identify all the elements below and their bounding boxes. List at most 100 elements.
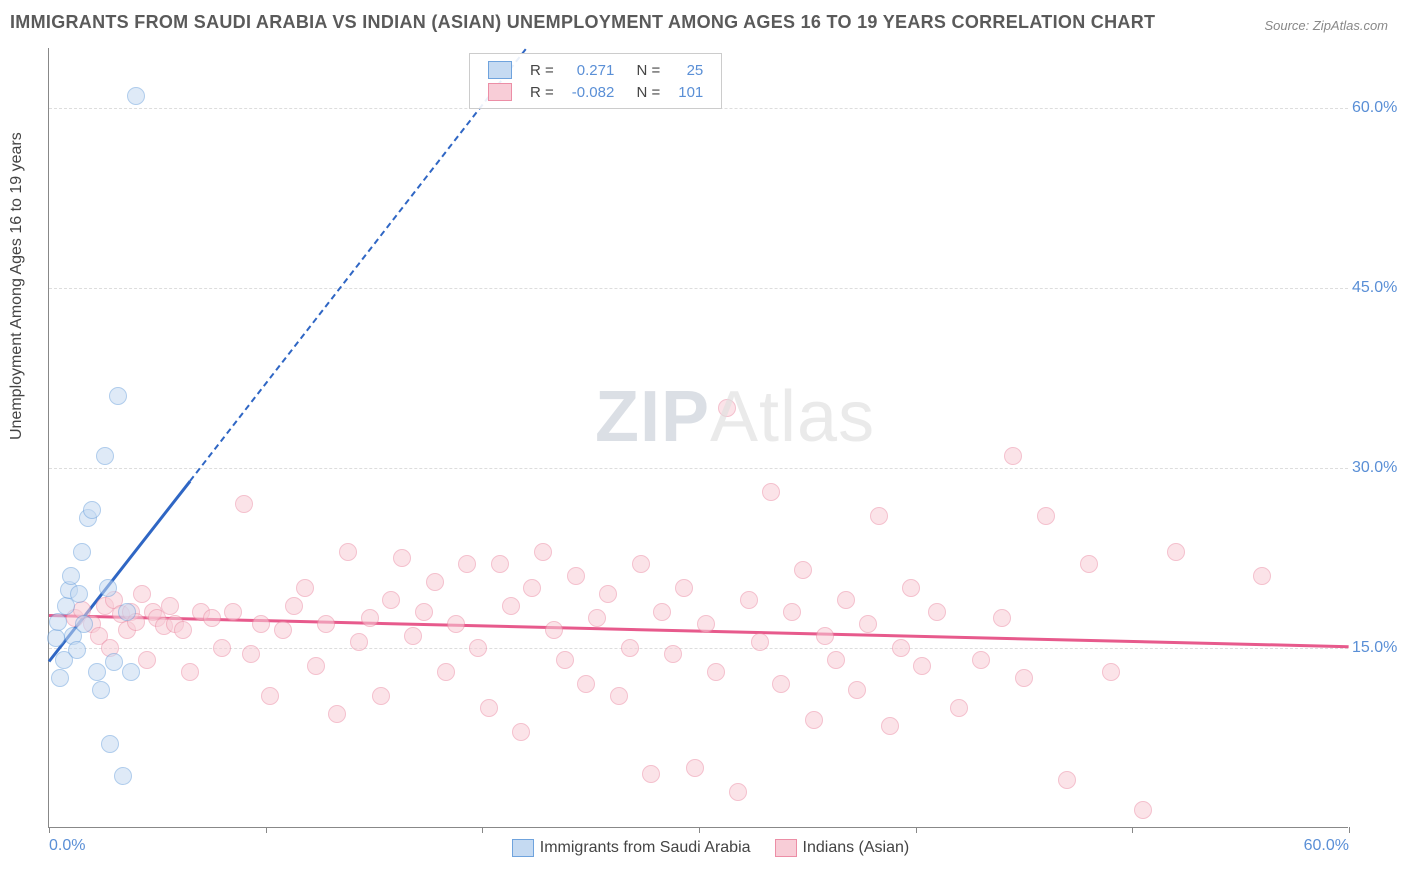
scatter-point: [47, 629, 65, 647]
scatter-point: [610, 687, 628, 705]
scatter-point: [512, 723, 530, 741]
y-tick-label: 60.0%: [1352, 99, 1396, 117]
y-tick-label: 45.0%: [1352, 279, 1396, 297]
scatter-point: [913, 657, 931, 675]
scatter-point: [307, 657, 325, 675]
scatter-point: [950, 699, 968, 717]
scatter-point: [133, 585, 151, 603]
gridline: [49, 288, 1348, 289]
scatter-point: [621, 639, 639, 657]
x-tick-mark: [916, 827, 917, 833]
scatter-point: [122, 663, 140, 681]
scatter-point: [859, 615, 877, 633]
legend-swatch: [488, 61, 512, 79]
scatter-point: [285, 597, 303, 615]
plot-area: ZIPAtlas Immigrants from Saudi ArabiaInd…: [48, 48, 1348, 828]
scatter-point: [675, 579, 693, 597]
scatter-point: [1102, 663, 1120, 681]
scatter-point: [632, 555, 650, 573]
scatter-point: [372, 687, 390, 705]
scatter-point: [92, 681, 110, 699]
legend-series-label: Indians (Asian): [803, 839, 910, 856]
scatter-point: [837, 591, 855, 609]
scatter-point: [393, 549, 411, 567]
trend-line: [189, 48, 526, 481]
scatter-point: [567, 567, 585, 585]
scatter-point: [783, 603, 801, 621]
scatter-point: [252, 615, 270, 633]
scatter-point: [49, 613, 67, 631]
scatter-point: [1253, 567, 1271, 585]
scatter-point: [740, 591, 758, 609]
scatter-point: [415, 603, 433, 621]
scatter-point: [534, 543, 552, 561]
legend-swatch: [488, 83, 512, 101]
scatter-point: [642, 765, 660, 783]
scatter-point: [827, 651, 845, 669]
scatter-point: [213, 639, 231, 657]
scatter-point: [62, 567, 80, 585]
x-tick-label: 60.0%: [1304, 837, 1349, 855]
scatter-point: [469, 639, 487, 657]
scatter-point: [70, 585, 88, 603]
correlation-chart: IMMIGRANTS FROM SAUDI ARABIA VS INDIAN (…: [0, 0, 1406, 892]
scatter-point: [99, 579, 117, 597]
legend-swatch: [512, 839, 534, 857]
scatter-point: [75, 615, 93, 633]
scatter-point: [751, 633, 769, 651]
scatter-point: [224, 603, 242, 621]
scatter-point: [1004, 447, 1022, 465]
legend-swatch: [775, 839, 797, 857]
x-tick-mark: [266, 827, 267, 833]
scatter-point: [105, 653, 123, 671]
scatter-point: [350, 633, 368, 651]
scatter-point: [480, 699, 498, 717]
scatter-point: [101, 735, 119, 753]
scatter-point: [274, 621, 292, 639]
scatter-point: [599, 585, 617, 603]
scatter-point: [545, 621, 563, 639]
scatter-point: [181, 663, 199, 681]
scatter-point: [816, 627, 834, 645]
scatter-point: [805, 711, 823, 729]
scatter-point: [96, 447, 114, 465]
gridline: [49, 468, 1348, 469]
scatter-point: [993, 609, 1011, 627]
legend-stats: R =0.271 N =25R =-0.082 N =101: [469, 53, 722, 109]
scatter-point: [697, 615, 715, 633]
y-tick-label: 15.0%: [1352, 639, 1396, 657]
x-tick-mark: [1132, 827, 1133, 833]
x-tick-label: 0.0%: [49, 837, 85, 855]
scatter-point: [686, 759, 704, 777]
scatter-point: [382, 591, 400, 609]
scatter-point: [664, 645, 682, 663]
scatter-point: [109, 387, 127, 405]
scatter-point: [361, 609, 379, 627]
scatter-point: [707, 663, 725, 681]
scatter-point: [261, 687, 279, 705]
y-axis-label: Unemployment Among Ages 16 to 19 years: [8, 132, 26, 440]
scatter-point: [83, 501, 101, 519]
scatter-point: [523, 579, 541, 597]
scatter-point: [447, 615, 465, 633]
scatter-point: [51, 669, 69, 687]
scatter-point: [794, 561, 812, 579]
scatter-point: [1058, 771, 1076, 789]
x-tick-mark: [699, 827, 700, 833]
scatter-point: [404, 627, 422, 645]
scatter-point: [138, 651, 156, 669]
x-tick-mark: [482, 827, 483, 833]
x-tick-mark: [1349, 827, 1350, 833]
scatter-point: [127, 87, 145, 105]
legend-series-label: Immigrants from Saudi Arabia: [540, 839, 751, 856]
scatter-point: [902, 579, 920, 597]
scatter-point: [68, 641, 86, 659]
scatter-point: [848, 681, 866, 699]
scatter-point: [235, 495, 253, 513]
scatter-point: [118, 603, 136, 621]
y-tick-label: 30.0%: [1352, 459, 1396, 477]
scatter-point: [339, 543, 357, 561]
scatter-point: [653, 603, 671, 621]
legend-stats-table: R =0.271 N =25R =-0.082 N =101: [478, 58, 713, 104]
scatter-point: [1134, 801, 1152, 819]
